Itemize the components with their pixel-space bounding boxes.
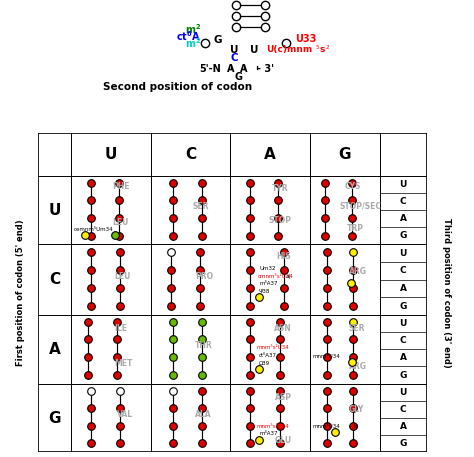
Text: TRP: TRP [346,224,364,233]
Text: G: G [339,147,351,162]
Text: TYR: TYR [272,184,288,192]
Text: mnm⁵s²U34: mnm⁵s²U34 [256,345,289,351]
Text: cmnm⁵s²U34: cmnm⁵s²U34 [257,274,293,279]
Text: A: A [48,342,60,357]
Text: A: A [400,214,407,223]
Text: mnm⁵U34: mnm⁵U34 [312,424,340,429]
Text: ARG: ARG [349,267,367,276]
Text: Second position of codon: Second position of codon [103,82,252,92]
Text: C: C [49,272,60,287]
Text: CYS: CYS [345,182,361,191]
Text: HIS: HIS [276,252,292,261]
Text: STOP/SEC: STOP/SEC [339,202,382,211]
Text: A: A [400,422,407,431]
Text: First position of codon (5' end): First position of codon (5' end) [17,219,25,366]
Text: U: U [250,44,258,54]
Text: U: U [400,180,407,189]
Text: U(c)mnm: U(c)mnm [266,45,312,54]
Text: - 3': - 3' [257,64,274,74]
Text: A: A [400,284,407,293]
Text: s: s [320,45,325,54]
Text: A: A [400,353,407,362]
Text: STOP: STOP [269,216,292,225]
Text: 5'-N: 5'-N [200,64,221,74]
Text: THR: THR [194,341,212,351]
Text: cemnm⁵Um34: cemnm⁵Um34 [73,227,113,232]
Text: C: C [400,197,407,206]
Text: U: U [400,388,407,397]
Text: G: G [400,231,407,240]
Text: U: U [230,44,239,54]
Text: U: U [105,147,117,162]
Text: G: G [400,302,407,311]
Text: G: G [400,371,407,380]
Text: $\mathbf{m^2}$: $\mathbf{m^2}$ [184,22,201,36]
Text: m³A37: m³A37 [259,431,277,436]
Text: C: C [400,266,407,276]
Text: SER: SER [192,202,209,211]
Text: C: C [400,405,407,414]
Text: G: G [400,439,407,448]
Text: LEU: LEU [112,218,129,227]
Text: LEU: LEU [114,271,130,281]
Text: Ω39: Ω39 [259,361,270,366]
Text: A: A [227,64,235,74]
Text: Ψ38: Ψ38 [259,289,270,294]
Text: $^2$: $^2$ [325,44,330,53]
Text: GLY: GLY [348,405,364,414]
Text: Third position of codon (3' end): Third position of codon (3' end) [443,218,451,367]
Text: ILE: ILE [114,324,127,333]
Text: $^5$: $^5$ [315,44,320,53]
Text: PRO: PRO [195,271,213,281]
Text: G: G [214,35,222,45]
Text: mnm⁵U34: mnm⁵U34 [312,354,340,359]
Text: A: A [264,147,276,162]
Text: U: U [48,202,61,218]
Text: mnm⁵s²U34: mnm⁵s²U34 [256,424,289,429]
Text: C: C [185,147,196,162]
Text: ALA: ALA [195,410,212,419]
Text: $\mathbf{m^2}$: $\mathbf{m^2}$ [184,37,201,50]
Text: MET: MET [114,359,132,367]
Text: GLU: GLU [275,436,292,445]
Text: PHE: PHE [112,182,130,191]
Text: m³A37: m³A37 [259,282,277,287]
Text: VAL: VAL [117,410,133,419]
Text: A: A [240,64,247,74]
Text: U: U [400,249,407,258]
Text: ASN: ASN [274,324,292,333]
Text: a): a) [286,274,292,279]
Text: b): b) [354,424,359,429]
Text: SER: SER [348,324,365,333]
Text: U33: U33 [295,34,316,44]
Text: C: C [231,53,238,63]
Text: ASP: ASP [275,393,292,402]
Text: U: U [400,319,407,328]
Text: G: G [48,410,61,425]
Text: ARG: ARG [348,362,366,371]
Text: Um32: Um32 [259,266,275,271]
Text: $\mathbf{ct^6A}$: $\mathbf{ct^6A}$ [176,29,201,43]
Text: ct⁶A37: ct⁶A37 [259,353,277,358]
Text: C: C [400,336,407,345]
Text: G: G [235,72,243,82]
